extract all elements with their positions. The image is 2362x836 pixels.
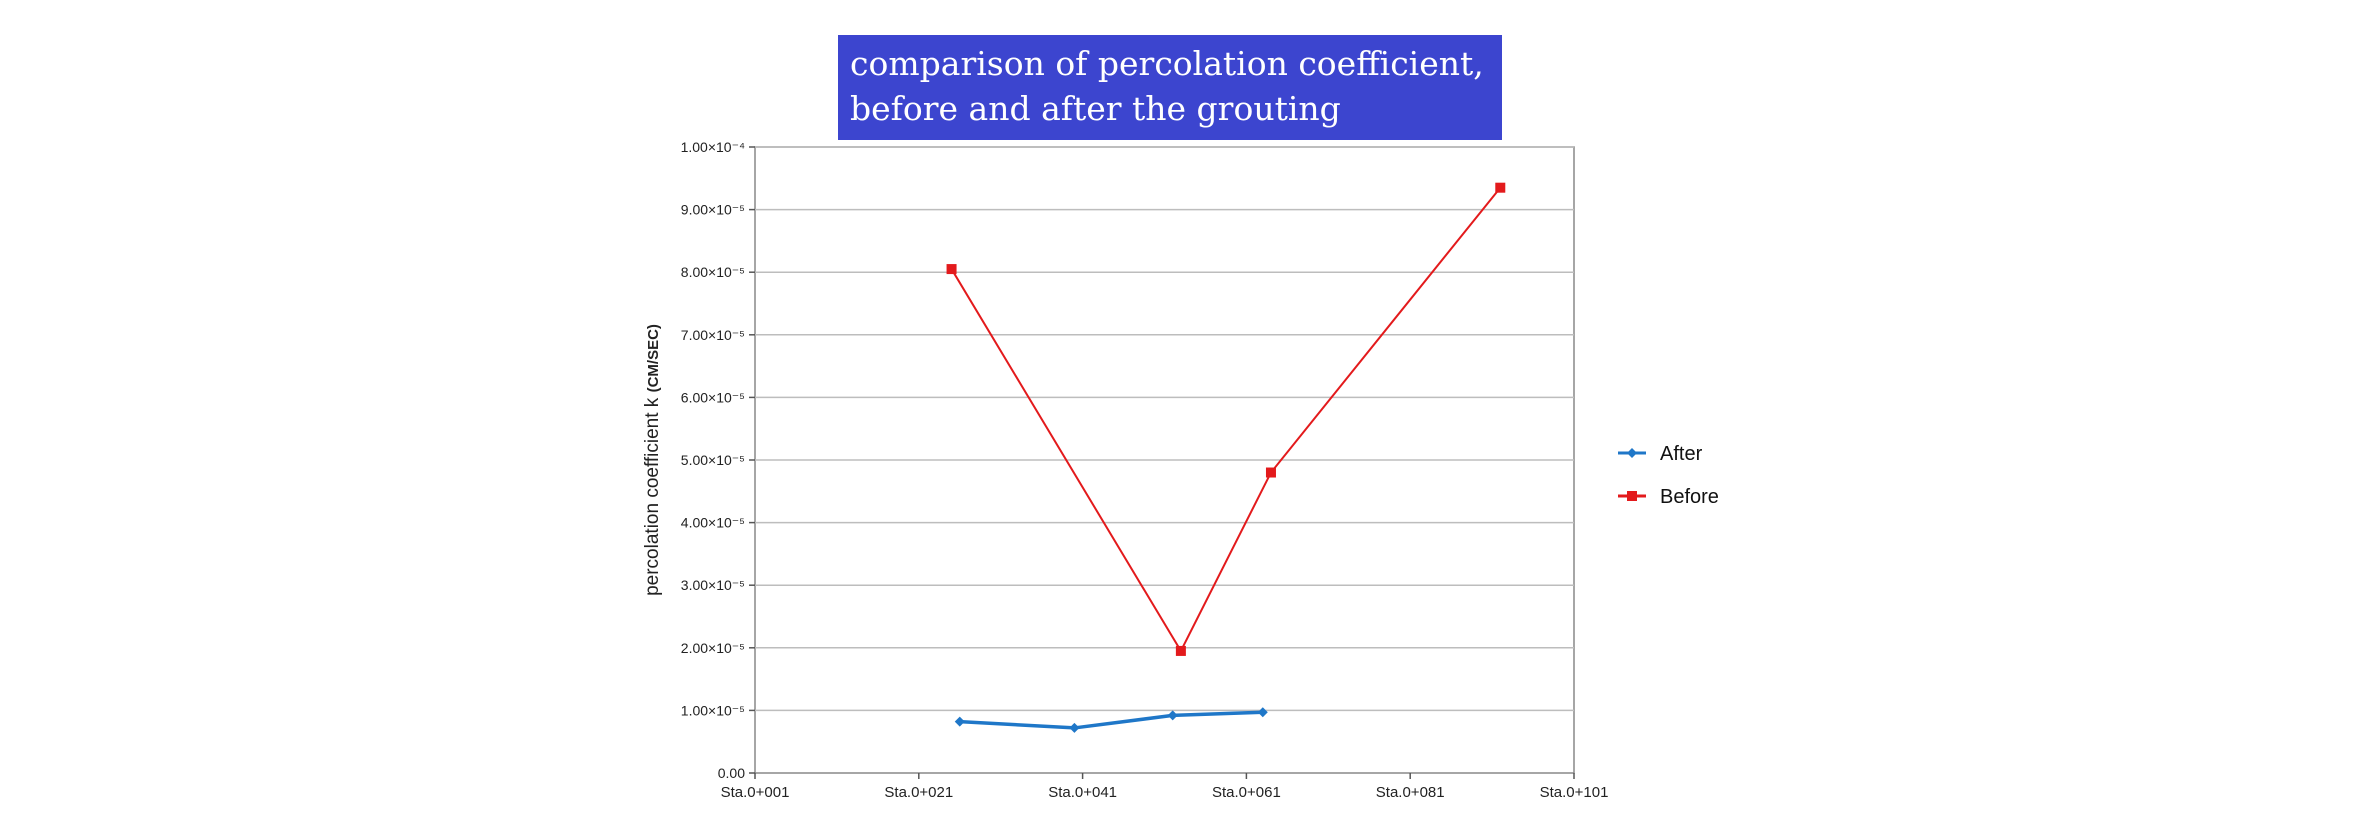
x-tick-label: Sta.0+001	[721, 784, 790, 801]
data-point-after	[1069, 722, 1080, 733]
legend-marker	[1627, 491, 1637, 501]
series-line-after	[959, 710, 1263, 730]
y-tick-label: 8.00×10⁻⁵	[681, 264, 745, 280]
y-axis-label-text: percolation coefficient k	[642, 392, 663, 596]
y-axis-label-unit: (CM/SEC)	[645, 324, 662, 392]
legend-label-before: Before	[1660, 486, 1719, 508]
legend-label-after: After	[1660, 443, 1703, 465]
y-tick-label: 1.00×10⁻⁵	[681, 702, 745, 718]
x-tick-label: Sta.0+021	[884, 784, 953, 801]
x-tick-label: Sta.0+101	[1540, 784, 1609, 801]
chart-title: comparison of percolation coefficient, b…	[838, 35, 1502, 140]
data-point-before	[1265, 467, 1276, 478]
y-axis-label: percolation coefficient k (CM/SEC)	[642, 324, 663, 596]
data-point-before	[1495, 182, 1506, 193]
x-tick-label: Sta.0+061	[1212, 784, 1281, 801]
y-tick-label: 7.00×10⁻⁵	[681, 327, 745, 343]
legend-marker	[1627, 448, 1637, 458]
data-point-before	[946, 264, 957, 275]
data-point-after	[954, 716, 965, 727]
chart-title-line-2: before and after the grouting	[850, 89, 1341, 128]
data-point-after	[1167, 710, 1178, 721]
y-tick-label: 3.00×10⁻⁵	[681, 577, 745, 593]
series-line-before	[950, 187, 1502, 653]
y-tick-label: 6.00×10⁻⁵	[681, 389, 745, 405]
x-tick-label: Sta.0+041	[1048, 784, 1117, 801]
y-tick-label: 9.00×10⁻⁵	[681, 202, 745, 218]
x-tick-label: Sta.0+081	[1376, 784, 1445, 801]
chart-title-line-1: comparison of percolation coefficient,	[850, 44, 1484, 83]
y-tick-label: 0.00	[718, 765, 745, 781]
y-tick-label: 5.00×10⁻⁵	[681, 452, 745, 468]
y-tick-label: 2.00×10⁻⁵	[681, 640, 745, 656]
data-point-before	[1175, 645, 1186, 656]
y-tick-label: 4.00×10⁻⁵	[681, 515, 745, 531]
y-tick-label: 1.00×10⁻⁴	[681, 139, 745, 155]
data-point-after	[1257, 707, 1268, 718]
